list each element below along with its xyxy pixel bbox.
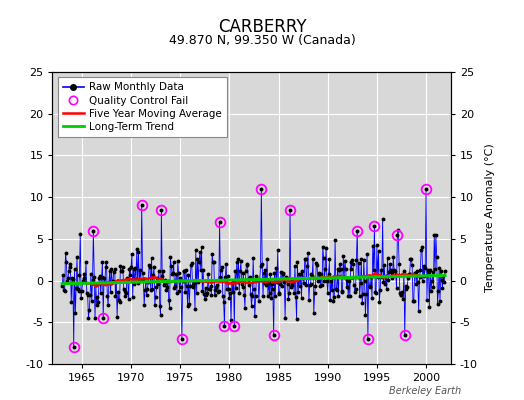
Text: 49.870 N, 99.350 W (Canada): 49.870 N, 99.350 W (Canada) bbox=[169, 34, 355, 47]
Text: CARBERRY: CARBERRY bbox=[217, 18, 307, 36]
Text: Berkeley Earth: Berkeley Earth bbox=[389, 386, 461, 396]
Legend: Raw Monthly Data, Quality Control Fail, Five Year Moving Average, Long-Term Tren: Raw Monthly Data, Quality Control Fail, … bbox=[58, 77, 227, 137]
Y-axis label: Temperature Anomaly (°C): Temperature Anomaly (°C) bbox=[485, 144, 495, 292]
